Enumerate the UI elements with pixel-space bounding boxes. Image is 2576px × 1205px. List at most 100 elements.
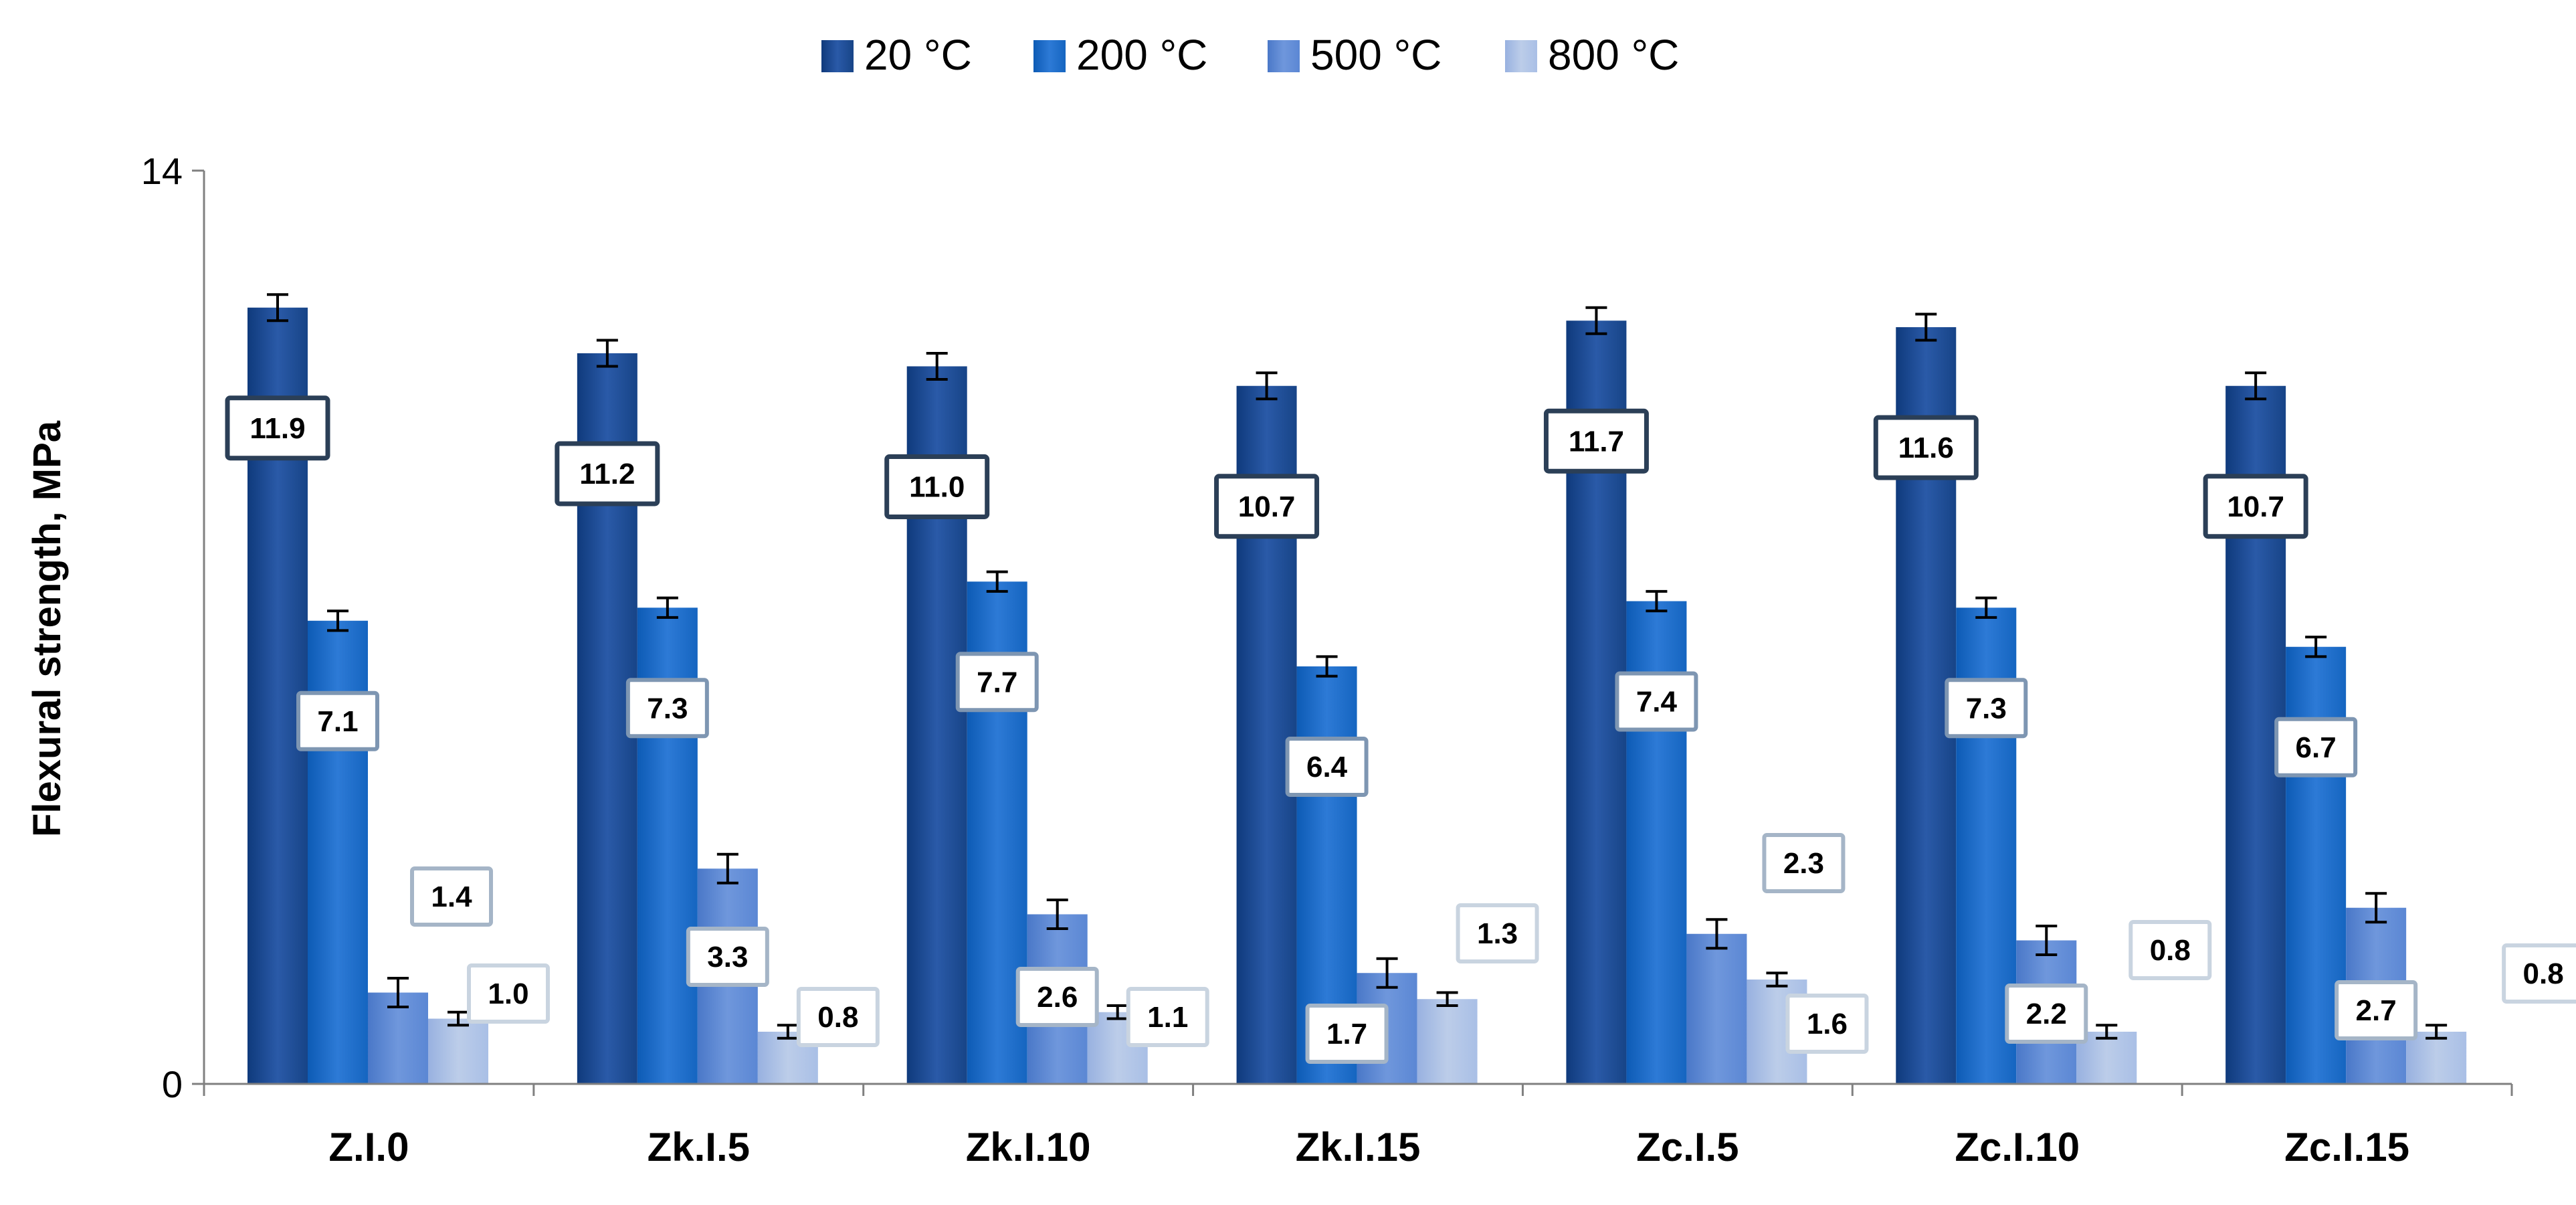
error-bar: [1915, 312, 1937, 342]
data-label-text: 1.7: [1326, 1018, 1367, 1050]
error-bar: [2096, 1024, 2118, 1040]
error-bar: [1585, 306, 1607, 335]
data-label-text: 10.7: [2227, 490, 2284, 523]
x-axis-labels: Z.I.0 Zk.I.5 Zk.I.10 Zk.I.15 Zc.I.5 Zc.I.10 Zc…: [328, 1125, 2409, 1170]
data-label-text: 7.7: [977, 666, 1017, 699]
data-label: 2.3: [1762, 833, 1846, 893]
data-label: 0.8: [2502, 943, 2576, 1004]
data-label-text: 2.6: [1037, 981, 1078, 1014]
category-label: Zk.I.10: [966, 1125, 1091, 1170]
data-label-text: 11.7: [1569, 425, 1624, 458]
category-label: Zk.I.5: [648, 1125, 750, 1170]
bar-500c: [1686, 933, 1747, 1084]
data-label-text: 6.7: [2296, 731, 2337, 764]
y-axis-title: Flexural strength, MPa: [25, 420, 69, 837]
legend-label: 800 °C: [1548, 31, 1679, 79]
legend-item: 500 °C: [1268, 31, 1442, 79]
data-label: 7.4: [1615, 671, 1698, 732]
error-bar: [1256, 371, 1278, 401]
error-bar: [387, 977, 409, 1008]
y-axis-ticks: 0 14: [141, 150, 204, 1105]
data-label: 11.6: [1873, 415, 1979, 480]
data-label: 10.7: [1214, 474, 1320, 539]
data-label: 7.3: [625, 678, 709, 739]
data-label: 6.4: [1285, 737, 1369, 797]
data-label: 2.2: [2005, 984, 2088, 1044]
error-bar: [1975, 596, 1997, 619]
category-label: Zc.I.10: [1955, 1125, 2080, 1170]
data-label: 1.4: [410, 866, 493, 927]
data-label: 1.0: [467, 963, 550, 1024]
data-label: 6.7: [2274, 717, 2358, 777]
legend-item: 200 °C: [1033, 31, 1207, 79]
legend-label: 200 °C: [1076, 31, 1207, 79]
legend-label: 20 °C: [864, 31, 972, 79]
error-bar: [2425, 1024, 2448, 1040]
data-label: 11.0: [884, 454, 990, 519]
data-label: 11.2: [555, 441, 660, 506]
error-bar: [596, 339, 618, 368]
category-label: Zk.I.15: [1296, 1125, 1421, 1170]
error-bar: [926, 352, 948, 381]
legend: 20 °C 200 °C 500 °C 800 °C: [821, 31, 1679, 79]
data-label-text: 7.4: [1636, 686, 1678, 719]
category-label: Zc.I.15: [2284, 1125, 2409, 1170]
error-bar: [448, 1010, 469, 1027]
error-bar: [1646, 589, 1668, 613]
legend-swatch: [1033, 40, 1066, 72]
data-label: 3.3: [686, 927, 769, 987]
data-label-text: 1.6: [1807, 1008, 1848, 1040]
y-tick-label: 0: [162, 1063, 183, 1105]
legend-item: 20 °C: [821, 31, 972, 79]
data-label: 1.3: [1456, 903, 1539, 963]
error-bar: [1316, 655, 1338, 678]
data-label: 1.1: [1126, 987, 1209, 1047]
data-label-text: 0.8: [2150, 934, 2191, 967]
bar-800c: [2406, 1032, 2467, 1084]
data-label: 0.8: [796, 987, 880, 1047]
data-label: 1.6: [1785, 994, 1869, 1054]
data-label-text: 1.1: [1147, 1001, 1188, 1034]
data-label-text: 0.8: [2523, 957, 2564, 990]
error-bar: [1706, 918, 1728, 950]
data-label-text: 2.2: [2026, 998, 2067, 1030]
bar-800c: [1417, 999, 1478, 1084]
data-label: 11.9: [225, 395, 330, 461]
data-label-text: 11.0: [909, 471, 965, 504]
error-bar: [1376, 957, 1398, 989]
bar-800c: [428, 1018, 488, 1084]
bar-200c: [308, 620, 368, 1084]
error-bar: [327, 610, 349, 632]
axes: [203, 171, 2513, 1096]
data-label: 7.1: [296, 690, 379, 751]
y-tick-label: 14: [141, 150, 183, 192]
data-label: 10.7: [2203, 474, 2308, 539]
error-bar: [656, 596, 678, 619]
data-label-text: 2.3: [1783, 847, 1824, 880]
error-bar: [267, 293, 288, 322]
error-bar: [777, 1024, 799, 1040]
data-label: 2.7: [2335, 980, 2418, 1040]
data-label-text: 7.3: [647, 692, 688, 725]
legend-swatch: [1505, 40, 1537, 72]
error-bar: [1046, 899, 1068, 930]
error-bar: [2245, 371, 2267, 401]
legend-label: 500 °C: [1310, 31, 1442, 79]
error-bar: [2365, 892, 2387, 924]
data-label-text: 7.1: [317, 705, 358, 738]
data-label-text: 7.3: [1966, 692, 2007, 725]
error-bar: [1766, 971, 1788, 988]
error-bar: [1436, 991, 1458, 1007]
data-label-text: 11.6: [1898, 432, 1954, 464]
data-label-text: 1.4: [431, 880, 472, 913]
legend-swatch: [821, 40, 854, 72]
data-label-text: 11.2: [579, 458, 635, 490]
error-bar: [2305, 636, 2327, 658]
error-bar: [716, 852, 738, 885]
category-label: Zc.I.5: [1636, 1125, 1739, 1170]
data-label-text: 11.9: [250, 412, 305, 445]
data-label: 11.7: [1543, 408, 1649, 474]
legend-item: 800 °C: [1505, 31, 1679, 79]
data-label: 7.3: [1945, 678, 2028, 739]
